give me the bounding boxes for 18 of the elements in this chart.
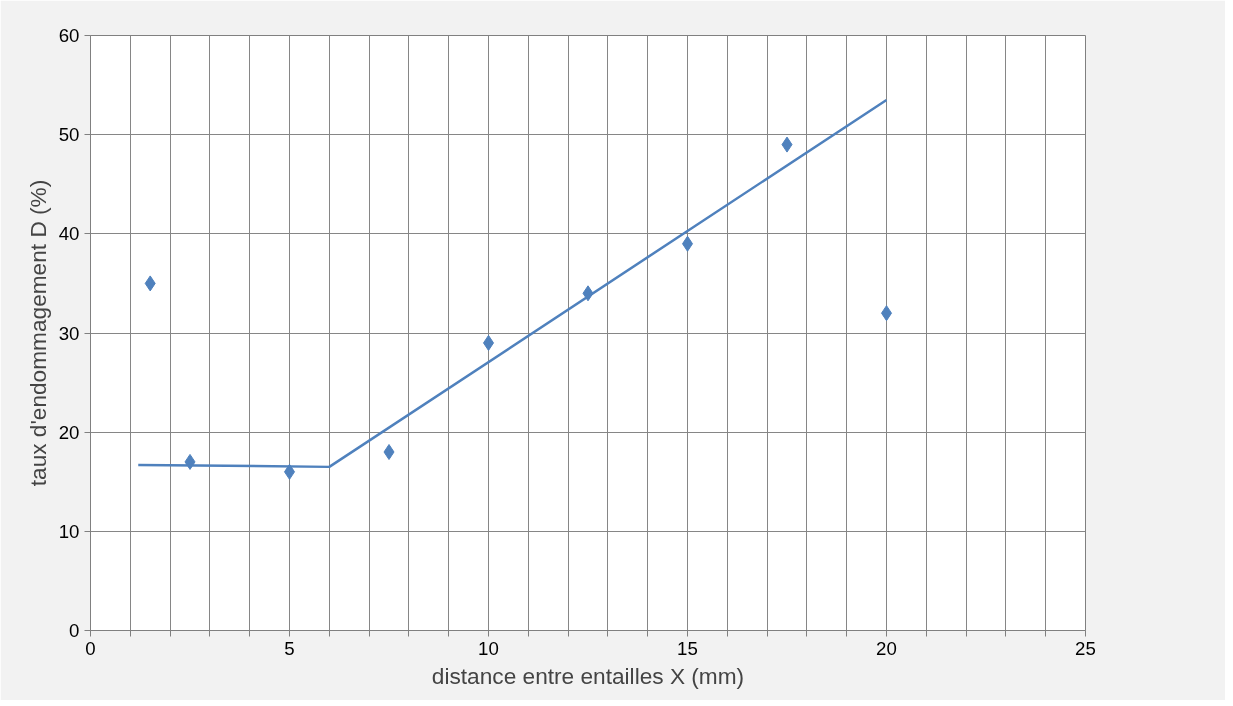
x-tick-label: 10 — [478, 637, 499, 659]
x-tick-label: 5 — [284, 637, 295, 659]
y-tick-label: 40 — [58, 223, 80, 245]
y-tick-label: 0 — [69, 620, 80, 641]
y-tick-label: 30 — [58, 322, 80, 344]
x-axis-title: distance entre entailles X (mm) — [431, 662, 745, 689]
point — [144, 275, 156, 292]
y-tick-label: 60 — [58, 25, 80, 46]
point — [383, 444, 395, 460]
y-tick-label: 20 — [58, 421, 80, 443]
y-tick-label: 10 — [58, 520, 80, 542]
point — [781, 136, 793, 153]
x-tick-label: 15 — [677, 637, 698, 659]
x-tick-label: 0 — [85, 637, 96, 659]
x-tick-label: 20 — [876, 637, 897, 659]
x-tick-label: 25 — [1075, 637, 1096, 659]
y-axis-title: taux d'endommagement D (%) — [24, 179, 51, 487]
y-tick-label: 50 — [58, 124, 80, 146]
